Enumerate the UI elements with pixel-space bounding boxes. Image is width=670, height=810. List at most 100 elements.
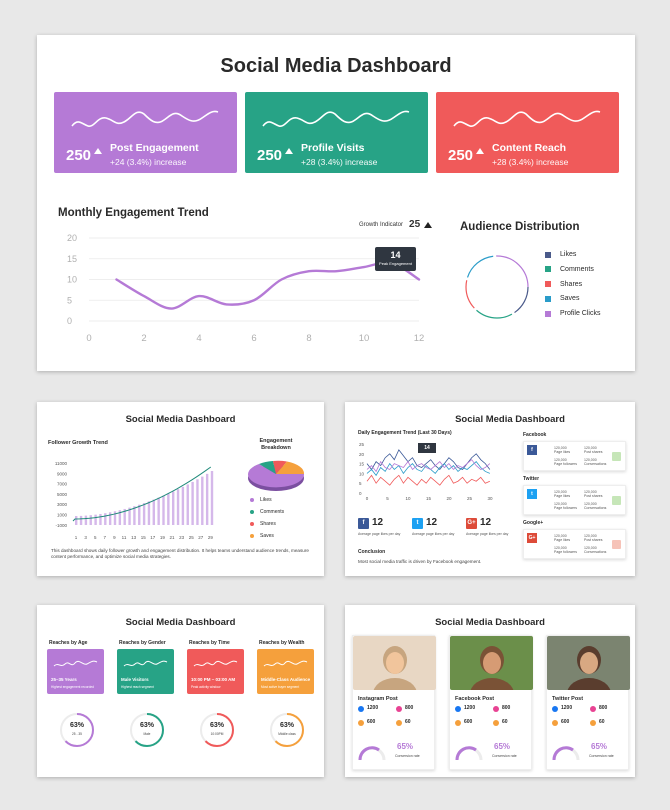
side-platform-card[interactable]: f 120,000 Page likes 120,000 Post shares 120,… bbox=[523, 441, 626, 471]
growth-bar bbox=[128, 507, 131, 525]
thumbnail-slide-1[interactable]: Social Media Dashboard Follower Growth T… bbox=[37, 402, 324, 576]
growth-bar bbox=[157, 497, 160, 525]
post-name: Instagram Post bbox=[358, 696, 398, 702]
stat-cell-value: 120,000 bbox=[554, 534, 567, 538]
growth-bar bbox=[172, 491, 175, 525]
donut-comments bbox=[465, 255, 529, 319]
y-tick-label: 10 bbox=[67, 275, 77, 285]
x-tick-label: 13 bbox=[131, 535, 137, 540]
x-tick-label: 15 bbox=[426, 496, 432, 501]
reaction-icon bbox=[358, 720, 364, 726]
stat-cell-value: 120,000 bbox=[584, 502, 597, 506]
thumb2-title: Social Media Dashboard bbox=[455, 414, 565, 425]
legend-swatch bbox=[545, 251, 551, 258]
x-tick-label: 21 bbox=[169, 535, 175, 540]
thumbnail-slide-4[interactable]: Social Media Dashboard Instagram Post 120… bbox=[345, 605, 635, 777]
reach-gauge bbox=[200, 713, 234, 747]
stat-cell-label: Page likes bbox=[554, 494, 571, 498]
x-tick-label: 7 bbox=[104, 535, 107, 540]
reaction-icon bbox=[493, 706, 499, 712]
reach-gauge-pct: 63% bbox=[139, 722, 154, 729]
stat-cell: 120,000 Conversations bbox=[584, 546, 606, 554]
platform-logo-icon: f bbox=[358, 518, 369, 529]
audience-legend-item: Likes bbox=[545, 251, 576, 258]
legend-label: Likes bbox=[260, 497, 272, 503]
pie-comments bbox=[259, 461, 276, 474]
x-tick-label: 25 bbox=[189, 535, 195, 540]
reach-heading: Reaches by Gender bbox=[119, 640, 166, 646]
platform-stat[interactable]: f 12 Average page likes per day bbox=[358, 516, 410, 542]
reach-gauge-label: Middle class bbox=[278, 732, 296, 736]
reach-card[interactable]: Middle-Class Audience Most active buyer s… bbox=[257, 649, 314, 694]
stat-cell-value: 120,000 bbox=[554, 546, 567, 550]
main-slide: Social Media Dashboard 250 Post Engagemen… bbox=[37, 35, 635, 371]
growth-bar bbox=[84, 515, 88, 525]
stat-cell-label: Page followers bbox=[554, 550, 577, 554]
legend-label: Profile Clicks bbox=[560, 310, 601, 318]
growth-bar bbox=[142, 503, 146, 525]
x-tick-label: 10 bbox=[405, 496, 411, 501]
growth-bar bbox=[196, 479, 199, 525]
stat-cell: 120,000 Page followers bbox=[554, 458, 577, 466]
reaction-value: 60 bbox=[405, 719, 411, 725]
reach-gauge-pct: 63% bbox=[69, 722, 84, 729]
y-tick-label: 25 bbox=[359, 442, 365, 447]
platform-stat[interactable]: G+ 12 Average page likes per day bbox=[466, 516, 518, 542]
kpi-card[interactable]: 250 Profile Visits +28 (3.4%) increase bbox=[245, 92, 428, 173]
stat-cell-label: Post shares bbox=[584, 538, 603, 542]
conversion-pct: 65% bbox=[591, 742, 608, 751]
y-tick-label: 15 bbox=[359, 462, 365, 467]
y-tick-label: 7000 bbox=[57, 482, 68, 487]
platform-glyph: f bbox=[362, 520, 365, 526]
sparkline-icon bbox=[53, 660, 98, 667]
sparkline-icon bbox=[71, 110, 219, 127]
post-card[interactable]: Facebook Post 1200 800 600 60 65% Conversion r… bbox=[449, 635, 533, 770]
main-title: Social Media Dashboard bbox=[220, 55, 452, 77]
thumbnail-slide-3[interactable]: Social Media Dashboard Reaches by Age 25–… bbox=[37, 605, 324, 777]
x-tick-label: 23 bbox=[179, 535, 185, 540]
stat-cell: 120,000 Post shares bbox=[584, 534, 602, 542]
reaction-icon bbox=[455, 706, 461, 712]
reaction-value: 60 bbox=[599, 719, 605, 725]
stat-cell-value: 120,000 bbox=[554, 446, 567, 450]
growth-bar bbox=[113, 511, 117, 525]
person-icon bbox=[373, 646, 417, 690]
engagement-trend-chart: 0 5 10 15 20 0 2 4 6 8 10 12 bbox=[67, 233, 424, 344]
breakdown-legend-item: Shares bbox=[250, 521, 276, 527]
kpi-card[interactable]: 250 Content Reach +28 (3.4%) increase bbox=[436, 92, 619, 173]
kpi-change: +28 (3.4%) increase bbox=[301, 157, 378, 167]
growth-bar bbox=[108, 512, 112, 525]
reach-card-sub: Most active buyer segment bbox=[261, 685, 300, 689]
thumbnail-slide-2[interactable]: Social Media Dashboard Daily Engagement … bbox=[345, 402, 635, 576]
reach-card[interactable]: Male Visitors Highest reach segment bbox=[117, 649, 174, 694]
person-icon bbox=[470, 646, 514, 690]
reach-gauge-pct: 63% bbox=[279, 722, 294, 729]
legend-label: Comments bbox=[260, 509, 285, 515]
engagement-pie-3d bbox=[248, 460, 305, 491]
x-tick-label: 10 bbox=[359, 333, 370, 344]
post-card[interactable]: Instagram Post 1200 800 600 60 65% Conversion … bbox=[352, 635, 436, 770]
thumb1-breakdown-title: Engagement Breakdown bbox=[259, 438, 293, 451]
side-platform-card[interactable]: G+ 120,000 Page likes 120,000 Post shares 120… bbox=[523, 529, 626, 559]
reach-card[interactable]: 25–35 Years Highest engagement recorded bbox=[47, 649, 104, 694]
kpi-value-text: 250 bbox=[66, 147, 92, 164]
reach-card-title: Male Visitors bbox=[121, 677, 149, 682]
trend-title: Monthly Engagement Trend bbox=[58, 207, 209, 219]
reach-gauge-label: 10:00PM bbox=[210, 732, 224, 736]
side-platform-name: Google+ bbox=[523, 520, 544, 526]
platform-sub: Average page likes per day bbox=[466, 532, 509, 536]
kpi-value: 250 bbox=[257, 147, 294, 164]
kpi-card[interactable]: 250 Post Engagement +24 (3.4%) increase bbox=[54, 92, 237, 173]
reaction-icon bbox=[396, 720, 402, 726]
stat-cell-label: Page likes bbox=[554, 450, 571, 454]
stat-cell-value: 120,000 bbox=[584, 534, 597, 538]
triangle-up-icon bbox=[424, 221, 433, 228]
reaction-value: 800 bbox=[502, 705, 511, 711]
triangle-up-icon bbox=[285, 148, 294, 154]
daily-series-line bbox=[366, 461, 491, 477]
post-card[interactable]: Twitter Post 1200 800 600 60 65% Conversion ra… bbox=[546, 635, 630, 770]
side-platform-card[interactable]: t 120,000 Page likes 120,000 Post shares 120,… bbox=[523, 485, 626, 515]
platform-stat[interactable]: t 12 Average page likes per day bbox=[412, 516, 464, 542]
side-badge-icon bbox=[612, 540, 621, 549]
reach-card[interactable]: 10:00 PM – 03:00 AM Peak activity window bbox=[187, 649, 244, 694]
